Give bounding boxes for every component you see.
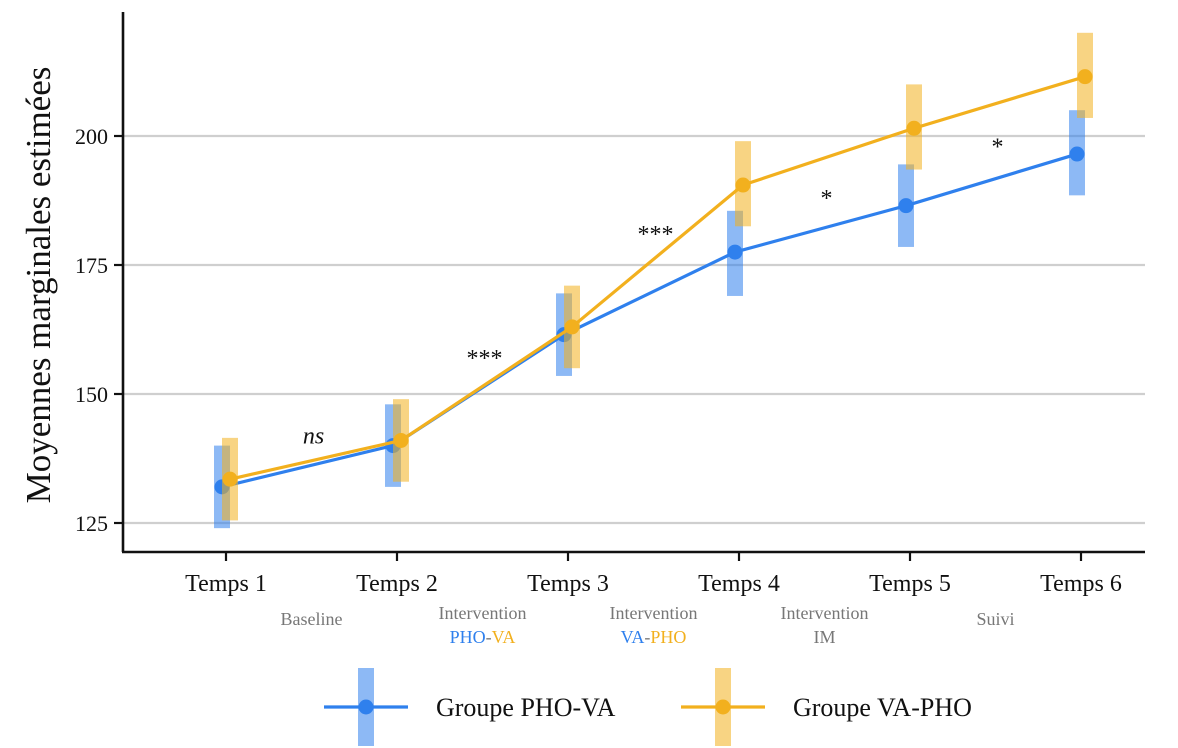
data-point	[1077, 69, 1093, 85]
phase-label: Intervention	[610, 603, 698, 623]
phase-label: Baseline	[281, 609, 343, 629]
significance-annotations: ns********	[303, 134, 1004, 449]
phase-label: VA-PHO	[621, 627, 687, 647]
series-line	[229, 75, 1086, 481]
data-point	[906, 120, 922, 136]
data-point	[1069, 146, 1085, 162]
phase-label-segment: VA	[492, 627, 516, 647]
phase-label-segment: VA	[621, 627, 645, 647]
x-tick-label: Temps 4	[698, 571, 780, 597]
legend-label: Groupe VA-PHO	[793, 693, 972, 722]
significance-label: ***	[638, 222, 674, 248]
phase-labels: Baseline InterventionPHO-VAInterventionVA…	[281, 603, 1015, 647]
legend-item-2: Groupe VA-PHO	[681, 668, 972, 746]
x-tick-label: Temps 5	[869, 571, 951, 597]
phase-label-segment: PHO	[450, 627, 486, 647]
x-tick-label: Temps 1	[185, 571, 267, 597]
legend-marker	[358, 699, 374, 715]
data-point	[727, 244, 743, 260]
grid-lines	[123, 134, 1145, 525]
legend-label: Groupe PHO-VA	[436, 693, 616, 722]
x-ticks: Temps 1 Temps 2 Temps 3 Temps 4 Temps 5 Temps…	[185, 552, 1122, 597]
y-tick-label: 150	[75, 382, 108, 407]
phase-label: PHO-VA	[450, 627, 516, 647]
phase-label-segment: Suivi	[976, 609, 1014, 629]
legend-item-1: Groupe PHO-VA	[324, 668, 616, 746]
x-tick-label: Temps 6	[1040, 571, 1122, 597]
phase-label: Intervention	[439, 603, 527, 623]
data-point	[735, 177, 751, 193]
x-tick-label: Temps 2	[356, 571, 438, 597]
significance-label: ns	[303, 423, 324, 449]
phase-label-segment: Intervention	[439, 603, 527, 623]
significance-label: *	[992, 134, 1004, 160]
legend: Groupe PHO-VA Groupe VA-PHO	[324, 668, 972, 746]
data-point	[222, 471, 238, 487]
axes	[121, 12, 1145, 554]
legend-marker	[715, 699, 731, 715]
y-axis-label: Moyennes marginales estimées	[19, 67, 58, 504]
phase-label-segment: -	[644, 627, 650, 647]
phase-label: IM	[814, 627, 836, 647]
x-tick-label: Temps 3	[527, 571, 609, 597]
y-ticks: 125 150 175 200	[75, 124, 123, 536]
y-tick-label: 175	[75, 253, 108, 278]
phase-label-segment: IM	[814, 627, 836, 647]
phase-label-segment: PHO	[650, 627, 686, 647]
phase-label-segment: Baseline	[281, 609, 343, 629]
significance-label: ***	[467, 346, 503, 372]
series-line	[221, 152, 1078, 489]
y-tick-label: 125	[75, 511, 108, 536]
phase-label: Suivi	[976, 609, 1014, 629]
data-point	[898, 198, 914, 214]
y-tick-label: 200	[75, 124, 108, 149]
series	[214, 32, 1093, 529]
data-point	[564, 319, 580, 335]
series-2	[222, 32, 1093, 521]
phase-label: Intervention	[781, 603, 869, 623]
significance-label: *	[821, 186, 833, 212]
phase-label-segment: Intervention	[610, 603, 698, 623]
phase-label-segment: -	[486, 627, 492, 647]
data-point	[393, 432, 409, 448]
series-1	[214, 110, 1085, 529]
phase-label-segment: Intervention	[781, 603, 869, 623]
